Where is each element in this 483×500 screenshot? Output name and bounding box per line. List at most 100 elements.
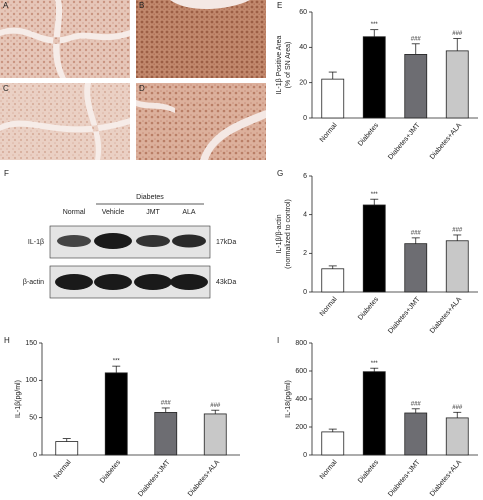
tissue-gap xyxy=(0,83,130,160)
bar xyxy=(154,412,178,456)
tissue-gap xyxy=(136,100,266,160)
y-tick-label: 60 xyxy=(299,9,307,16)
panel-label: B xyxy=(139,1,144,10)
significance: ### xyxy=(411,401,422,407)
y-tick-label: 4 xyxy=(303,212,307,219)
x-tick-label: Normal xyxy=(319,459,339,481)
y-axis-label: (normalized to control) xyxy=(285,199,292,269)
lane-label: ALA xyxy=(182,209,196,216)
western-blot: F Diabetes Normal Vehicle JMT ALA IL-1β … xyxy=(4,169,236,299)
bar xyxy=(203,413,227,456)
significance: ### xyxy=(210,403,221,409)
x-tick-label: Diabetes+ALA xyxy=(429,296,463,335)
bar xyxy=(362,36,386,119)
band xyxy=(172,234,206,248)
bar xyxy=(445,240,469,293)
y-axis-label: IL-18(pg/ml) xyxy=(285,380,292,418)
bar xyxy=(321,431,345,456)
x-tick-label: Normal xyxy=(53,459,73,481)
bar xyxy=(404,243,428,293)
y-tick-label: 600 xyxy=(295,368,307,375)
bar xyxy=(321,268,345,293)
lane-label: Normal xyxy=(63,209,86,216)
significance: *** xyxy=(371,22,379,28)
band xyxy=(94,274,132,290)
bar xyxy=(445,50,469,119)
significance: *** xyxy=(371,361,379,367)
significance: ### xyxy=(411,36,422,42)
tissue-gap xyxy=(170,0,250,10)
y-tick-label: 0 xyxy=(303,452,307,459)
y-tick-label: 400 xyxy=(295,396,307,403)
group-label: Diabetes xyxy=(136,194,164,201)
row-label: β-actin xyxy=(23,279,44,286)
lane-label: JMT xyxy=(146,209,160,216)
x-tick-label: Diabetes xyxy=(357,122,380,148)
panel-label: G xyxy=(277,169,283,178)
x-tick-label: Diabetes xyxy=(357,296,380,322)
bar xyxy=(362,204,386,293)
y-tick-label: 100 xyxy=(25,377,37,384)
x-tick-label: Normal xyxy=(319,296,339,318)
band xyxy=(55,274,93,290)
bar xyxy=(55,441,79,456)
bar xyxy=(445,417,469,456)
y-axis-label: IL-1β/β-actin xyxy=(276,214,283,253)
significance: ### xyxy=(452,228,463,234)
panel-label: C xyxy=(3,84,9,93)
band xyxy=(136,235,170,247)
y-tick-label: 0 xyxy=(33,452,37,459)
significance: *** xyxy=(113,359,121,365)
x-tick-label: Diabetes+ALA xyxy=(429,122,463,161)
y-tick-label: 6 xyxy=(303,173,307,180)
band xyxy=(134,274,172,290)
x-tick-label: Diabetes+JMT xyxy=(387,121,422,161)
size-label: 17kDa xyxy=(216,239,236,246)
micrographs: A B C D xyxy=(0,0,266,160)
y-axis-label: (% of SN Area) xyxy=(285,42,292,89)
significance: *** xyxy=(371,192,379,198)
bar xyxy=(404,54,428,119)
panel-label: D xyxy=(139,84,145,93)
tissue-gap xyxy=(0,0,130,78)
y-tick-label: 20 xyxy=(299,80,307,87)
y-tick-label: 2 xyxy=(303,250,307,257)
lane-label: Vehicle xyxy=(102,209,125,216)
x-tick-label: Normal xyxy=(319,122,339,144)
panel-label: E xyxy=(277,1,282,10)
panel-label: A xyxy=(3,1,9,10)
y-tick-label: 50 xyxy=(29,415,37,422)
significance: ### xyxy=(161,401,172,407)
x-tick-label: Diabetes+JMT xyxy=(387,295,422,335)
micrograph xyxy=(136,0,266,78)
significance: ### xyxy=(411,230,422,236)
y-tick-label: 40 xyxy=(299,44,307,51)
x-tick-label: Diabetes+JMT xyxy=(387,458,422,498)
bar xyxy=(104,372,128,456)
x-tick-label: Diabetes+ALA xyxy=(187,459,221,498)
x-tick-label: Diabetes+JMT xyxy=(137,458,172,498)
y-tick-label: 0 xyxy=(303,289,307,296)
significance: ### xyxy=(452,405,463,411)
y-tick-label: 800 xyxy=(295,340,307,347)
band xyxy=(57,235,91,247)
panel-label: F xyxy=(4,169,9,178)
panel-label: I xyxy=(277,336,279,345)
y-tick-label: 200 xyxy=(295,424,307,431)
band xyxy=(94,233,132,249)
y-tick-label: 0 xyxy=(303,115,307,122)
panel-label: H xyxy=(4,336,10,345)
bar xyxy=(362,371,386,456)
size-label: 43kDa xyxy=(216,279,236,286)
row-label: IL-1β xyxy=(28,239,44,246)
band xyxy=(170,274,208,290)
y-axis-label: IL-1β Positive Area xyxy=(276,35,283,94)
bar xyxy=(404,412,428,456)
y-axis-label: IL-1β(pg/ml) xyxy=(15,380,22,418)
bar xyxy=(321,78,345,119)
x-tick-label: Diabetes+ALA xyxy=(429,459,463,498)
y-tick-label: 150 xyxy=(25,340,37,347)
significance: ### xyxy=(452,31,463,37)
x-tick-label: Diabetes xyxy=(99,459,122,485)
